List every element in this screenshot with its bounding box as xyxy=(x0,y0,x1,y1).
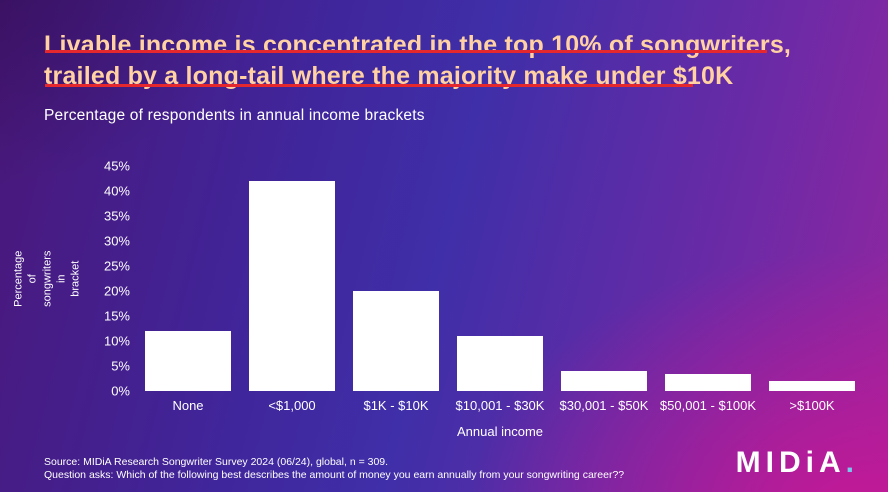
y-tick-label: 25% xyxy=(103,258,130,274)
x-tick-label: None xyxy=(172,398,204,413)
bar-column xyxy=(344,166,448,391)
red-strike-line-2 xyxy=(45,84,693,87)
footer-notes: Source: MIDiA Research Songwriter Survey… xyxy=(44,456,684,482)
y-tick-label: 15% xyxy=(103,308,130,324)
bar-column xyxy=(656,166,760,391)
bar-column xyxy=(136,166,240,391)
x-tick-label: $10,001 - $30K xyxy=(455,398,545,413)
x-tick-label: $50,001 - $100K xyxy=(659,398,757,413)
bar-column xyxy=(760,166,864,391)
question-note: Question asks: Which of the following be… xyxy=(44,469,625,481)
y-tick-label: 40% xyxy=(103,183,130,199)
bar xyxy=(768,381,856,391)
midia-logo-text: MIDiA xyxy=(735,446,846,479)
page-title-line-2: trailed by a long-tail where the majorit… xyxy=(44,62,734,90)
y-tick-label: 10% xyxy=(103,333,130,349)
y-tick-label: 45% xyxy=(103,158,130,174)
y-tick-label: 35% xyxy=(103,208,130,224)
midia-logo-dot: . xyxy=(845,446,854,479)
y-tick-label: 5% xyxy=(111,358,130,374)
y-tick-label: 0% xyxy=(111,383,130,399)
x-tick-label: $30,001 - $50K xyxy=(559,398,649,413)
bar xyxy=(560,371,648,391)
y-axis-ticks: 45% 40% 35% 30% 25% 20% 15% 10% 5% 0% xyxy=(56,159,130,399)
x-tick-label: >$100K xyxy=(789,398,835,413)
bar-column xyxy=(448,166,552,391)
midia-logo: MIDiA. xyxy=(736,446,854,480)
x-axis-title: Annual income xyxy=(457,424,543,439)
red-strike-line-1 xyxy=(45,50,767,53)
bar xyxy=(144,331,232,391)
y-tick-label: 30% xyxy=(103,233,130,249)
x-tick-label: $1K - $10K xyxy=(363,398,429,413)
bar xyxy=(352,291,440,391)
bar-column xyxy=(552,166,656,391)
bar xyxy=(664,373,752,391)
y-tick-label: 20% xyxy=(103,283,130,299)
chart-subtitle: Percentage of respondents in annual inco… xyxy=(44,107,425,124)
bar-column xyxy=(240,166,344,391)
x-tick-label: <$1,000 xyxy=(268,398,316,413)
page-title-line-1: Livable income is concentrated in the to… xyxy=(44,31,792,59)
bar xyxy=(456,336,544,391)
x-axis-labels: None <$1,000 $1K - $10K $10,001 - $30K $30,0… xyxy=(136,398,864,413)
bar xyxy=(248,181,336,391)
source-note: Source: MIDiA Research Songwriter Survey… xyxy=(44,456,389,468)
page-title: Livable income is concentrated in the to… xyxy=(44,30,864,92)
plot-area xyxy=(136,166,864,391)
